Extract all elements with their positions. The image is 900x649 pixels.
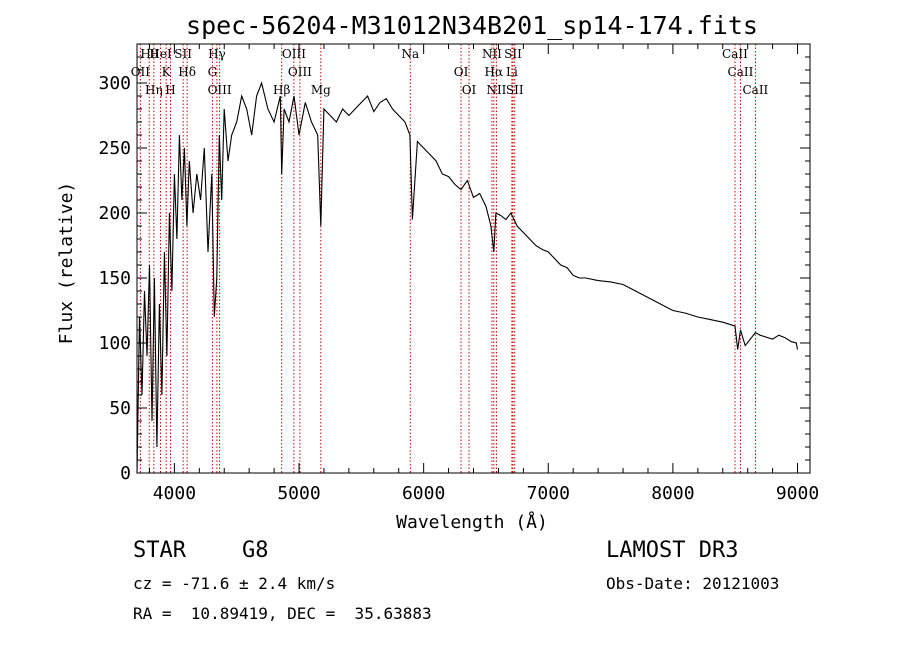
spectral-line-label: Hη (145, 83, 163, 97)
spectral-line-label: OI (454, 65, 469, 79)
spectral-line-label: OII (131, 65, 151, 79)
x-tick-label: 6000 (402, 483, 445, 504)
spectral-line-label: CaII (722, 47, 748, 61)
spectral-line-label: Li (506, 65, 518, 79)
spectral-line-label: OIII (282, 47, 306, 61)
spectral-line-label: OIII (208, 83, 232, 97)
y-axis-label: Flux (relative) (56, 182, 77, 345)
spectrum-series (136, 81, 799, 474)
x-tick-label: 9000 (776, 483, 819, 504)
redshift-cz: cz = -71.6 ± 2.4 km/s (133, 574, 336, 593)
spectral-line-label: CaII (728, 65, 754, 79)
spectral-line-label: K (162, 65, 172, 79)
x-tick-label: 5000 (277, 483, 320, 504)
y-tick-label: 200 (98, 203, 131, 224)
spectral-line-label: Hθ (140, 47, 158, 61)
spectral-line-label: OI (462, 83, 477, 97)
y-tick-label: 250 (98, 138, 131, 159)
object-class: STAR (133, 538, 186, 563)
y-tick-label: 0 (120, 463, 131, 484)
spectral-line-label: G (208, 65, 218, 79)
survey-name: LAMOST DR3 (606, 538, 739, 563)
observation-date: Obs-Date: 20121003 (606, 574, 780, 593)
object-subclass: G8 (242, 538, 269, 563)
y-tick-label: 100 (98, 333, 131, 354)
chart-title: spec-56204-M31012N34B201_sp14-174.fits (186, 11, 758, 40)
spectral-line-label: Hγ (208, 47, 226, 61)
y-tick-label: 150 (98, 268, 131, 289)
spectral-line-label: Hα (485, 65, 504, 79)
spectral-line-label: SII (504, 47, 522, 61)
spectral-line-markers (139, 44, 756, 473)
x-axis-ticks: 4000 5000 6000 7000 8000 9000 (148, 44, 819, 504)
spectral-line-label: Na (401, 47, 419, 61)
spectral-line-label: SII (174, 47, 192, 61)
plot-frame (136, 43, 811, 474)
spectral-line-label: HeI (149, 47, 172, 61)
spectral-line-label: H (165, 83, 175, 97)
x-tick-label: 4000 (153, 483, 196, 504)
spectral-line-label: OIII (288, 65, 312, 79)
spectral-line-label: Hδ (178, 65, 196, 79)
spectral-line-label: Hβ (273, 83, 290, 97)
spectral-line-label: NII (486, 83, 506, 97)
spectral-line-labels: Hθ OII Hη HeI KH SII Hδ OIII Hγ G Hβ OIII OIII Mg Na OI… (131, 47, 769, 97)
spectral-line-label: CaII (742, 83, 768, 97)
x-axis-label: Wavelength (Å) (396, 511, 548, 533)
coordinates: RA = 10.89419, DEC = 35.63883 (133, 604, 432, 623)
spectral-line-label: SII (506, 83, 524, 97)
spectral-line-label: Mg (311, 83, 331, 97)
y-tick-label: 300 (98, 73, 131, 94)
y-axis-ticks: 0 50 100 150 200 250 300 (98, 56, 810, 484)
y-tick-label: 50 (109, 398, 131, 419)
x-tick-label: 7000 (527, 483, 570, 504)
x-tick-label: 8000 (651, 483, 694, 504)
spectral-line-label: NII (482, 47, 502, 61)
